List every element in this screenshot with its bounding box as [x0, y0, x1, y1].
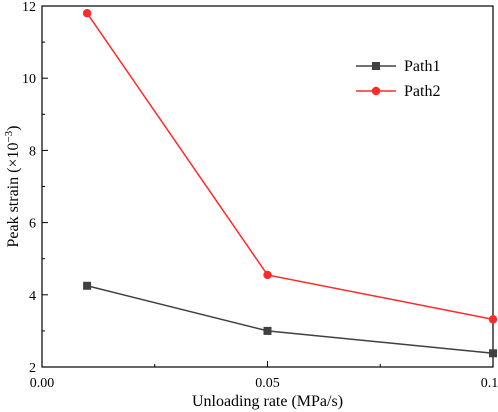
y-tick-label: 8 — [29, 144, 36, 159]
y-axis-title-base: Peak strain (×10 — [5, 143, 22, 248]
data-point — [82, 9, 92, 18]
data-point — [263, 270, 272, 280]
x-axis-title: Unloading rate (MPa/s) — [192, 393, 343, 410]
x-tick-label: 0.00 — [30, 376, 55, 391]
y-tick-label: 2 — [29, 361, 36, 376]
legend: Path1 Path2 — [356, 58, 440, 100]
legend-marker — [372, 62, 380, 70]
legend-label: Path1 — [404, 58, 440, 75]
x-tick-label: 0.05 — [255, 376, 280, 391]
y-axis-title-close: ) — [5, 125, 22, 130]
y-axis-title-exponent: −3 — [3, 130, 15, 142]
y-tick-label: 10 — [22, 72, 36, 87]
legend-marker — [371, 86, 381, 96]
data-point — [488, 315, 498, 324]
y-tick-label: 4 — [29, 289, 36, 304]
y-tick-label: 12 — [22, 0, 36, 15]
series-line — [86, 285, 494, 355]
series-layer — [82, 9, 498, 358]
x-tick-label: 0.10 — [481, 376, 498, 391]
y-tick-label: 6 — [29, 217, 36, 232]
y-axis-title: Peak strain (×10−3) — [3, 125, 22, 247]
legend-label: Path2 — [404, 83, 440, 100]
data-point — [489, 349, 497, 358]
data-point — [263, 326, 272, 335]
data-point — [83, 281, 92, 290]
axis-ticks: 0.00 0.05 0.10 2 4 6 8 10 12 — [22, 0, 498, 391]
legend-item: Path2 — [356, 83, 440, 100]
series-path2 — [82, 9, 498, 324]
legend-item: Path1 — [356, 58, 440, 75]
series-path1 — [83, 281, 497, 358]
